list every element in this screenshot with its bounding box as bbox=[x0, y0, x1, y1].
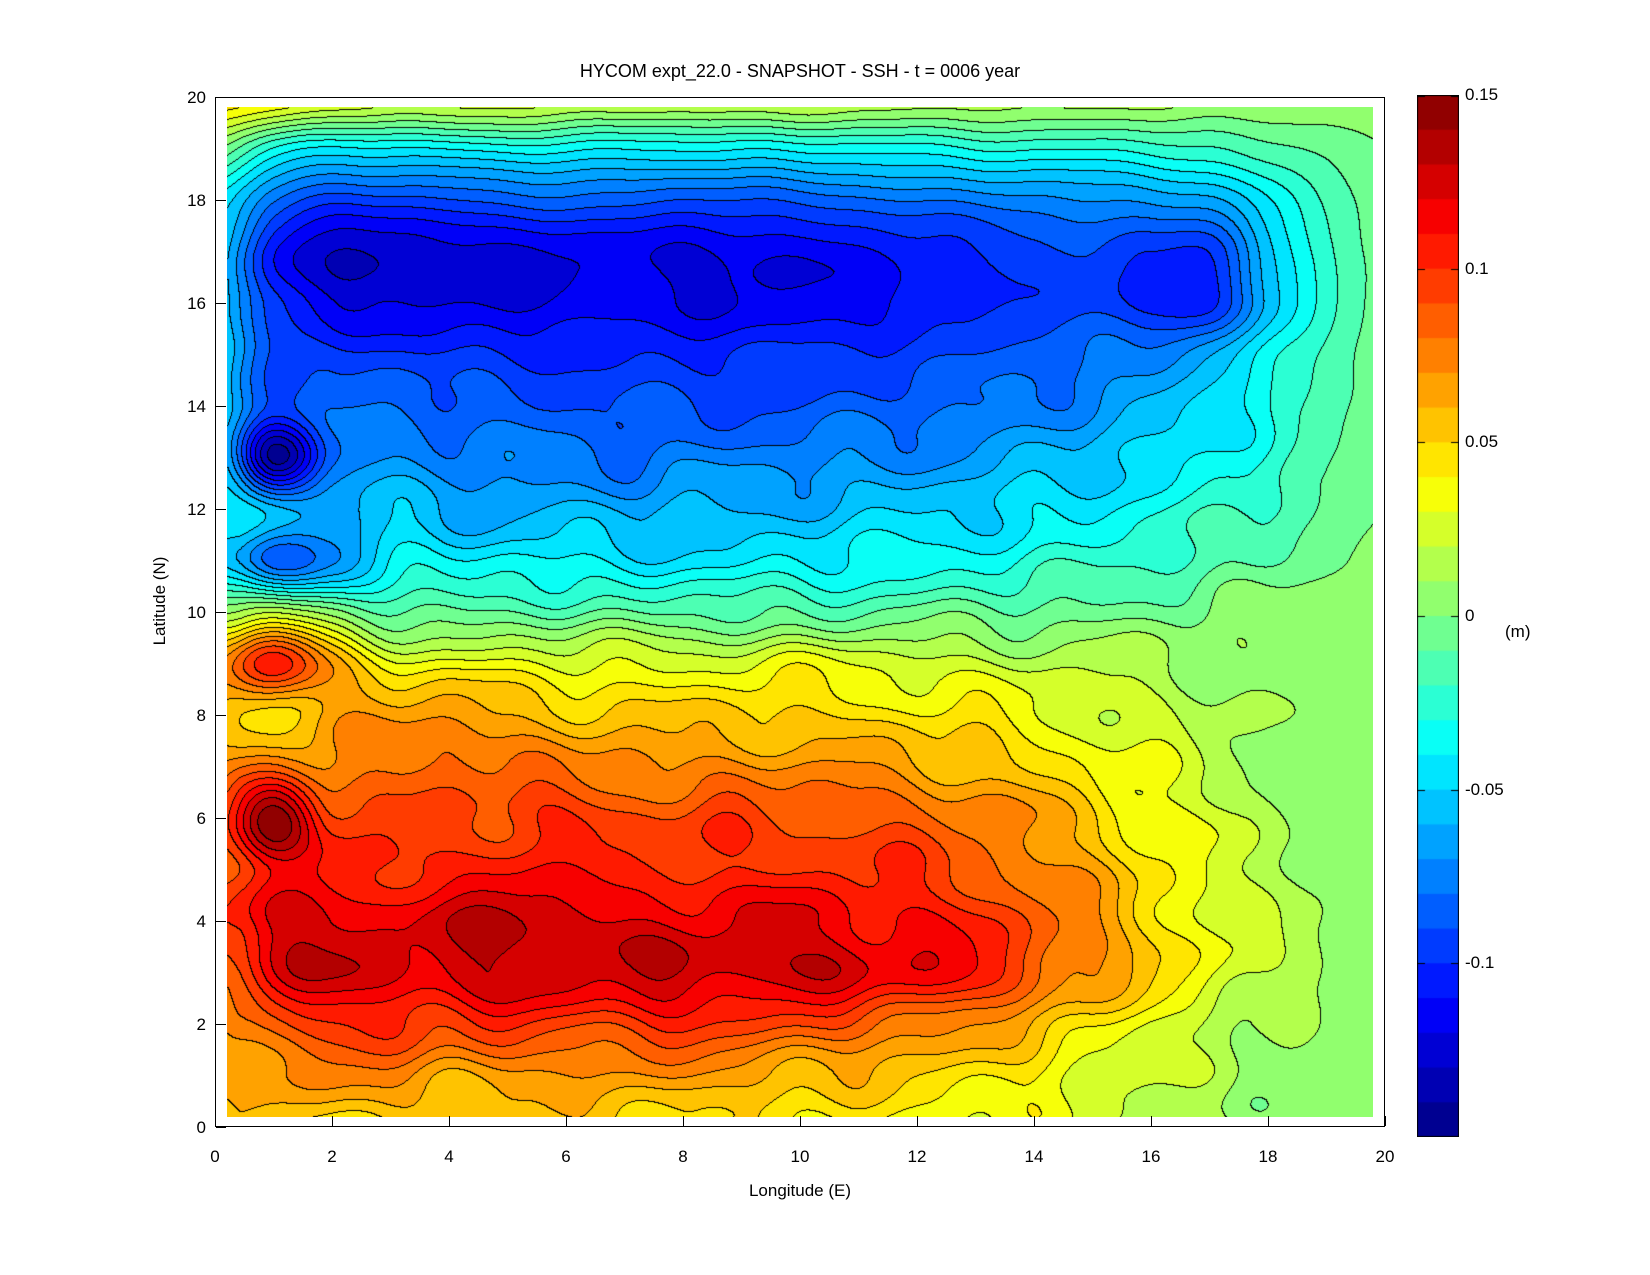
y-tick-label: 14 bbox=[187, 397, 206, 416]
colorbar-tick-label: 0.15 bbox=[1465, 85, 1499, 104]
x-tick-label: 20 bbox=[1375, 1147, 1395, 1166]
y-tick-label: 16 bbox=[187, 294, 206, 313]
y-tick-mark bbox=[216, 509, 226, 510]
x-tick-mark bbox=[1268, 1116, 1269, 1126]
y-tick-label: 0 bbox=[196, 1118, 206, 1137]
y-tick-mark bbox=[216, 406, 226, 407]
x-tick-label: 12 bbox=[907, 1147, 927, 1166]
colorbar bbox=[1417, 95, 1459, 1137]
x-tick-mark bbox=[1034, 1116, 1035, 1126]
x-tick-mark bbox=[800, 1116, 801, 1126]
x-tick-label: 6 bbox=[561, 1147, 571, 1166]
y-tick-mark bbox=[216, 303, 226, 304]
y-tick-mark bbox=[216, 200, 226, 201]
x-tick-label: 2 bbox=[327, 1147, 337, 1166]
y-tick-label: 10 bbox=[187, 603, 206, 622]
x-tick-label: 10 bbox=[790, 1147, 810, 1166]
y-tick-mark bbox=[216, 97, 226, 98]
y-tick-mark bbox=[216, 921, 226, 922]
y-tick-label: 18 bbox=[187, 191, 206, 210]
y-tick-label: 2 bbox=[196, 1015, 206, 1034]
colorbar-tick-label: -0.05 bbox=[1465, 779, 1504, 799]
x-tick-label: 16 bbox=[1141, 1147, 1161, 1166]
x-tick-mark bbox=[566, 1116, 567, 1126]
x-tick-mark bbox=[1385, 1116, 1386, 1126]
y-tick-label: 12 bbox=[187, 500, 206, 519]
x-tick-label: 0 bbox=[210, 1147, 220, 1166]
x-tick-mark bbox=[683, 1116, 684, 1126]
y-tick-mark bbox=[216, 715, 226, 716]
x-tick-label: 4 bbox=[444, 1147, 454, 1166]
colorbar-tick-label: 0.1 bbox=[1465, 258, 1489, 278]
y-tick-label: 8 bbox=[196, 706, 206, 725]
colorbar-tick-label: -0.1 bbox=[1465, 953, 1495, 973]
y-tick-label: 4 bbox=[196, 912, 206, 931]
y-tick-mark bbox=[216, 1127, 226, 1128]
y-axis-label: Latitude (N) bbox=[150, 556, 169, 646]
colorbar-tick-label: 0 bbox=[1465, 606, 1475, 625]
x-tick-mark bbox=[449, 1116, 450, 1126]
x-tick-label: 8 bbox=[678, 1147, 688, 1166]
y-tick-label: 6 bbox=[196, 809, 206, 828]
y-tick-mark bbox=[216, 1024, 226, 1025]
x-tick-mark bbox=[215, 1116, 216, 1126]
x-tick-mark bbox=[1151, 1116, 1152, 1126]
x-axis-label: Longitude (E) bbox=[748, 1181, 852, 1200]
colorbar-tick-label: 0.05 bbox=[1465, 432, 1499, 452]
x-tick-mark bbox=[917, 1116, 918, 1126]
y-tick-mark bbox=[216, 612, 226, 613]
x-tick-label: 18 bbox=[1258, 1147, 1278, 1166]
y-tick-label: 20 bbox=[187, 88, 206, 107]
x-tick-mark bbox=[332, 1116, 333, 1126]
x-tick-label: 14 bbox=[1024, 1147, 1044, 1166]
contour-plot-canvas bbox=[227, 107, 1373, 1117]
plot-title: HYCOM expt_22.0 - SNAPSHOT - SSH - t = 0… bbox=[579, 61, 1021, 81]
colorbar-unit-label: (m) bbox=[1505, 622, 1531, 641]
plot-box-border bbox=[215, 97, 1385, 1127]
y-tick-mark bbox=[216, 818, 226, 819]
